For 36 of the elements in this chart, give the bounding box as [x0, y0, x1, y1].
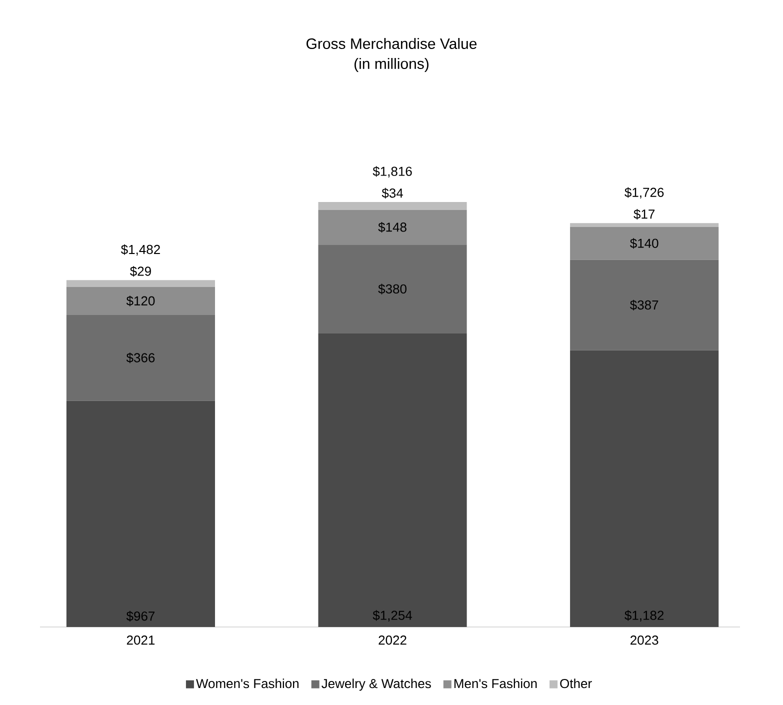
bar: [570, 227, 719, 260]
x-tick-label: 2021: [126, 636, 155, 645]
data-label: $1,254: [372, 610, 412, 622]
data-label: $967: [126, 610, 155, 622]
bar: [570, 350, 719, 627]
data-label: $17: [634, 208, 655, 220]
data-label: $140: [630, 238, 658, 249]
bar: [66, 315, 216, 401]
data-label: $120: [126, 296, 155, 306]
bar: [66, 400, 216, 627]
data-label: $29: [130, 266, 151, 277]
legend-label: Jewelry & Watches: [322, 678, 431, 691]
bar: [318, 244, 467, 334]
data-label: $1,182: [624, 610, 664, 622]
bar: [570, 223, 719, 228]
total-label: $1,726: [624, 187, 664, 199]
data-label: $387: [630, 300, 658, 310]
x-tick-label: 2023: [630, 636, 658, 645]
data-label: $148: [378, 222, 406, 233]
x-tick-label: 2022: [378, 636, 406, 645]
bar: [318, 210, 467, 245]
chart-subtitle: (in millions): [354, 58, 428, 72]
total-label: $1,816: [372, 166, 412, 178]
bar: [570, 260, 719, 350]
bar: [318, 334, 467, 627]
data-label: $380: [378, 284, 406, 294]
legend-label: Men's Fashion: [454, 678, 537, 688]
bar: [66, 280, 216, 287]
total-label: $1,482: [120, 244, 160, 256]
data-label: $366: [126, 352, 155, 364]
data-label: $34: [382, 188, 403, 198]
legend-label: Other: [560, 678, 592, 688]
bar: [318, 202, 467, 210]
chart-title: Gross Merchandise Value: [306, 38, 477, 50]
legend-label: Women's Fashion: [196, 678, 298, 688]
bar: [66, 286, 216, 316]
